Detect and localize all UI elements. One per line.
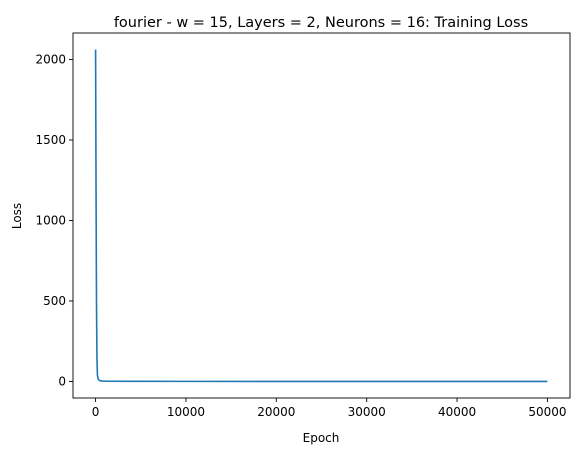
- x-tick-label: 20000: [257, 405, 295, 419]
- x-tick-label: 40000: [438, 405, 476, 419]
- y-tick-label: 2000: [35, 53, 66, 67]
- y-axis-label: Loss: [10, 203, 24, 229]
- loss-series-line-0: [94, 49, 548, 383]
- plot-frame: [72, 32, 571, 399]
- plot-area: [94, 49, 548, 383]
- x-axis-label: Epoch: [303, 431, 340, 445]
- x-tick-label: 0: [92, 405, 100, 419]
- chart-title: fourier - w = 15, Layers = 2, Neurons = …: [114, 15, 528, 31]
- y-axis: 0 500 1000 1500 2000: [35, 53, 73, 388]
- y-tick-label: 1000: [35, 213, 66, 227]
- y-tick-label: 1500: [35, 133, 66, 147]
- y-tick-label: 0: [58, 374, 66, 388]
- y-tick-label: 500: [43, 294, 66, 308]
- x-tick-label: 10000: [167, 405, 205, 419]
- x-tick-label: 30000: [348, 405, 386, 419]
- x-axis: 0 10000 20000 30000 40000 50000: [92, 398, 567, 419]
- x-tick-label: 50000: [528, 405, 566, 419]
